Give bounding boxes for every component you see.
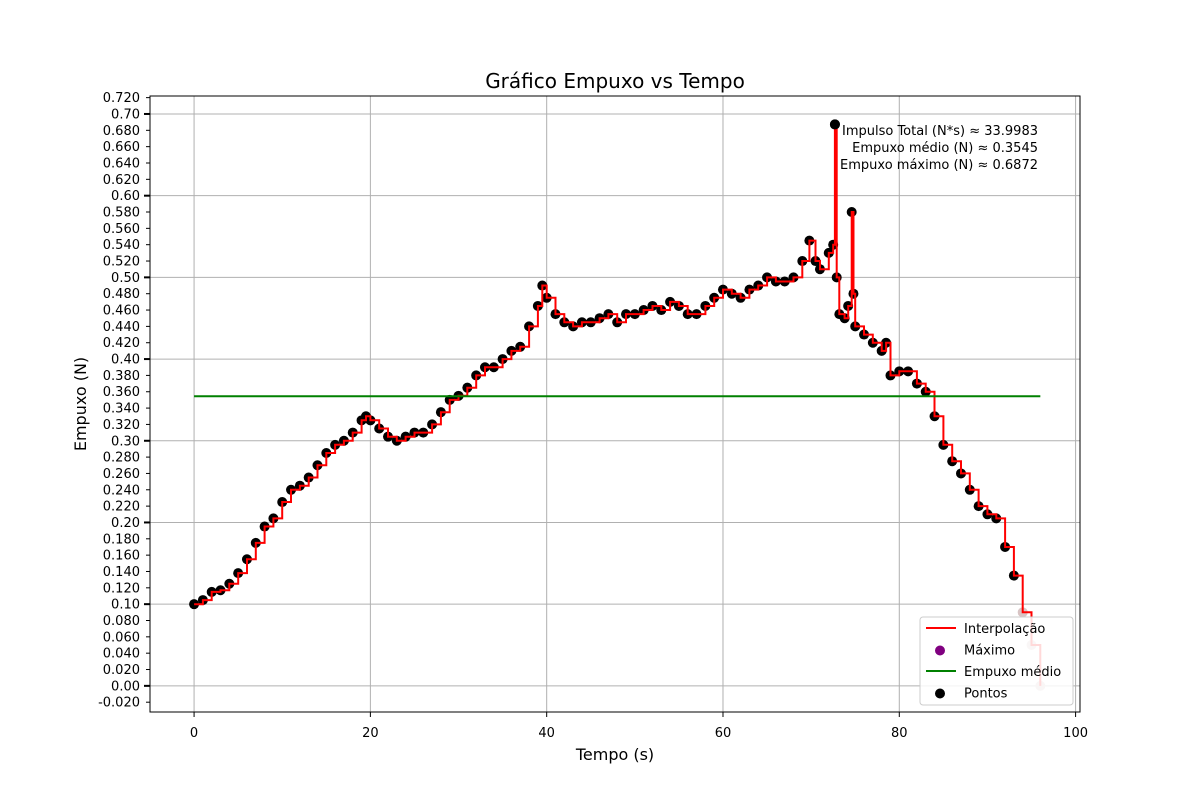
x-tick-label: 40 [538, 726, 555, 741]
y-tick-label: 0.220 [103, 500, 140, 515]
y-tick-label: 0.320 [103, 418, 140, 433]
y-tick-label: 0.70 [111, 107, 140, 122]
y-tick-label: 0.560 [103, 222, 140, 237]
x-tick-label: 0 [190, 726, 198, 741]
y-tick-label: 0.160 [103, 549, 140, 564]
y-tick-label: 0.480 [103, 287, 140, 302]
y-tick-label: 0.180 [103, 532, 140, 547]
grid-lines [150, 96, 1080, 712]
y-tick-label: -0.020 [98, 696, 140, 711]
legend-swatch [935, 645, 945, 656]
y-axis-label: Empuxo (N) [71, 357, 90, 451]
y-tick-label: 0.380 [103, 369, 140, 384]
y-tick-label: 0.720 [103, 91, 140, 106]
annotation-line: Impulso Total (N*s) ≈ 33.9983 [842, 124, 1038, 139]
y-tick-label: 0.520 [103, 255, 140, 270]
max-point [829, 119, 840, 130]
legend-label: Interpolação [964, 622, 1045, 637]
y-tick-label: 0.240 [103, 483, 140, 498]
y-tick-label: 0.40 [111, 353, 140, 368]
y-tick-label: 0.540 [103, 238, 140, 253]
series-layer [189, 119, 1046, 691]
y-tick-label: 0.660 [103, 140, 140, 155]
y-tick-label: 0.580 [103, 206, 140, 221]
legend-label: Empuxo médio [964, 665, 1061, 680]
y-tick-label: 0.260 [103, 467, 140, 482]
legend-swatch [935, 688, 945, 699]
legend-box [919, 616, 1074, 706]
y-tick-label: 0.460 [103, 304, 140, 319]
y-tick-label: 0.360 [103, 385, 140, 400]
chart-title: Gráfico Empuxo vs Tempo [485, 69, 745, 93]
stats-annotation: Impulso Total (N*s) ≈ 33.9983 Empuxo médi… [840, 124, 1038, 173]
plot-frame [149, 95, 1081, 713]
y-tick-label: 0.060 [103, 630, 140, 645]
y-tick-label: 0.640 [103, 156, 140, 171]
y-tick-label: 0.080 [103, 614, 140, 629]
x-tick-label: 100 [1063, 726, 1088, 741]
legend: Interpolação Máximo Empuxo médio Pontos [919, 616, 1074, 706]
y-tick-label: 0.10 [111, 598, 140, 613]
y-tick-label: 0.620 [103, 173, 140, 188]
y-tick-label: 0.140 [103, 565, 140, 580]
y-tick-label: 0.020 [103, 663, 140, 678]
y-tick-label: 0.440 [103, 320, 140, 335]
y-tick-label: 0.50 [111, 271, 140, 286]
y-tick-label: 0.340 [103, 402, 140, 417]
x-tick-label: 20 [362, 726, 379, 741]
annotation-line: Empuxo médio (N) ≈ 0.3545 [852, 141, 1038, 156]
y-tick-label: 0.00 [111, 679, 140, 694]
x-axis-ticks: 0 20 40 60 80 100 [190, 712, 1088, 741]
x-axis-label: Tempo (s) [575, 745, 654, 764]
interpolation-line [194, 123, 1042, 686]
legend-label: Pontos [964, 687, 1008, 702]
y-tick-label: 0.30 [111, 434, 140, 449]
x-tick-label: 60 [715, 726, 732, 741]
y-tick-label: 0.420 [103, 336, 140, 351]
y-tick-label: 0.280 [103, 451, 140, 466]
legend-label: Máximo [964, 644, 1015, 659]
y-tick-label: 0.680 [103, 124, 140, 139]
data-point [189, 599, 200, 610]
annotation-line: Empuxo máximo (N) ≈ 0.6872 [840, 158, 1038, 173]
y-tick-label: 0.040 [103, 647, 140, 662]
x-tick-label: 80 [891, 726, 908, 741]
y-tick-label: 0.60 [111, 189, 140, 204]
y-tick-label: 0.120 [103, 581, 140, 596]
y-axis-ticks: -0.0200.000.0200.0400.0600.0800.100.1200… [98, 91, 150, 711]
y-tick-label: 0.20 [111, 516, 140, 531]
